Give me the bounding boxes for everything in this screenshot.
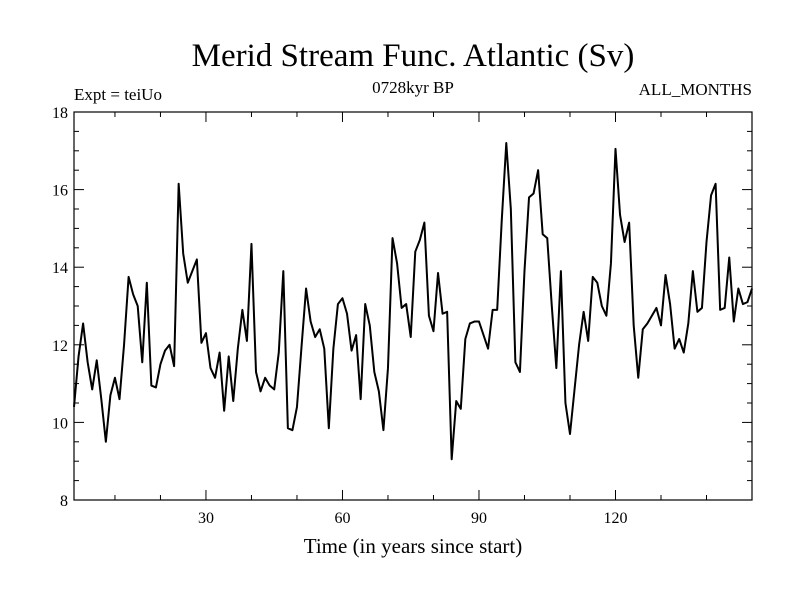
x-tick-label: 30	[198, 510, 214, 527]
y-tick-label: 18	[52, 105, 68, 122]
chart-title: Merid Stream Func. Atlantic (Sv)	[192, 38, 635, 74]
plot-area: 8 10 12 14 16 18 30 60 90 120	[52, 105, 753, 527]
data-series-line	[73, 142, 753, 461]
y-tick-label: 12	[52, 338, 68, 355]
experiment-label: Expt = teiUo	[74, 85, 162, 104]
x-axis-label: Time (in years since start)	[304, 534, 523, 558]
months-label: ALL_MONTHS	[639, 80, 752, 99]
y-tick-label: 10	[52, 415, 68, 432]
x-tick-label: 90	[471, 510, 487, 527]
y-tick-label: 16	[52, 183, 68, 200]
x-tick-label: 60	[334, 510, 350, 527]
y-tick-label: 8	[60, 493, 68, 510]
period-label: 0728kyr BP	[372, 78, 454, 97]
y-tick-label: 14	[52, 260, 68, 277]
x-tick-label: 120	[603, 510, 627, 527]
